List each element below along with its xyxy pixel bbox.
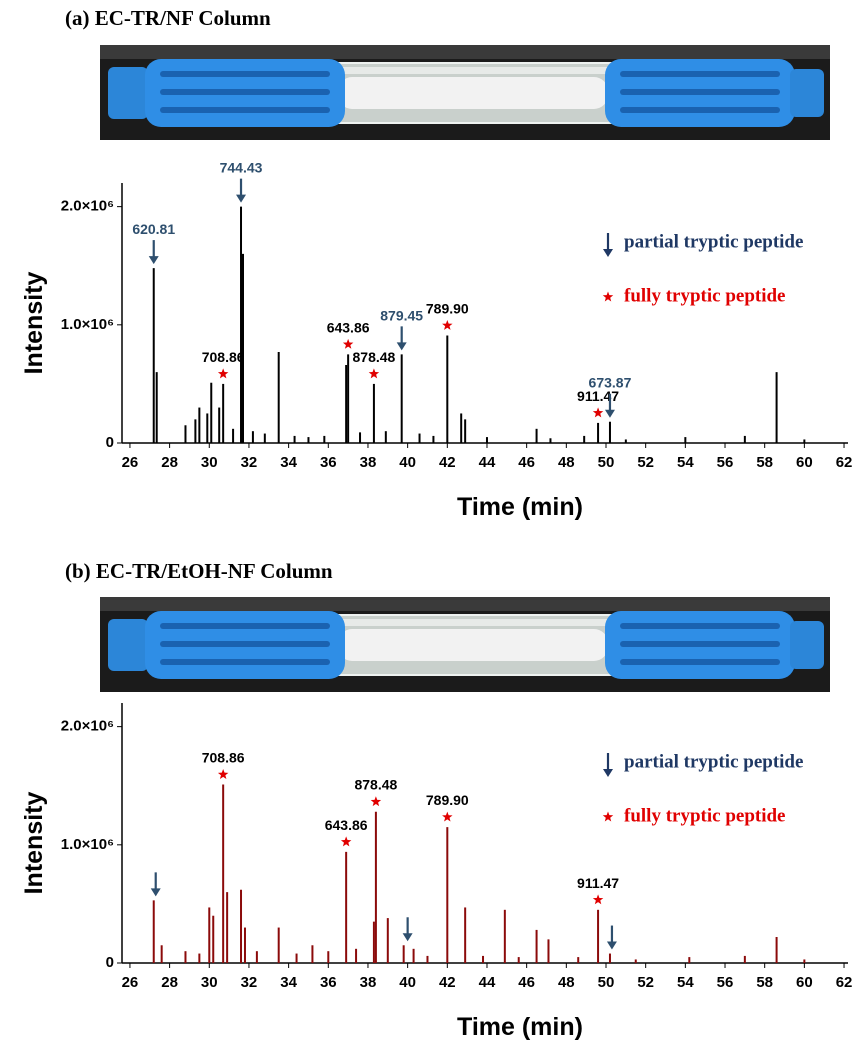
y-tick-label: 2.0×10⁶	[61, 198, 114, 215]
x-tick-label: 40	[399, 974, 416, 991]
y-tick-label: 0	[106, 434, 114, 451]
annotation-label: 879.45	[380, 307, 423, 323]
x-tick-label: 62	[836, 974, 853, 991]
y-tick-label: 1.0×10⁶	[61, 836, 114, 853]
x-tick-label: 50	[598, 454, 615, 471]
annotation-arrow	[604, 393, 615, 418]
legend-star	[602, 811, 614, 822]
annotation-label: 744.43	[220, 160, 263, 176]
x-tick-label: 58	[756, 974, 773, 991]
x-tick-label: 42	[439, 974, 456, 991]
x-tick-label: 26	[122, 454, 139, 471]
y-axis-label: Intensity	[20, 792, 48, 895]
legend-label: fully tryptic peptide	[624, 285, 786, 306]
annotation-star	[442, 319, 453, 330]
annotation-arrow	[402, 917, 413, 942]
annotation-star	[217, 368, 229, 379]
x-tick-label: 34	[280, 974, 297, 991]
annotation-arrow	[150, 872, 161, 897]
x-tick-label: 60	[796, 974, 813, 991]
y-axis-label: Intensity	[20, 272, 48, 375]
annotation-arrow	[236, 178, 247, 203]
x-tick-label: 52	[637, 454, 654, 471]
legend-label: partial tryptic peptide	[624, 231, 803, 252]
x-tick-label: 30	[201, 974, 218, 991]
annotation-label: 708.86	[202, 349, 245, 365]
x-tick-label: 52	[637, 974, 654, 991]
x-tick-label: 38	[360, 974, 377, 991]
x-tick-label: 62	[836, 454, 853, 471]
annotation-label: 620.81	[132, 221, 175, 237]
annotation-label: 878.48	[354, 777, 397, 793]
x-tick-label: 26	[122, 974, 139, 991]
x-tick-label: 50	[598, 974, 615, 991]
annotation-label: 708.86	[202, 750, 245, 766]
x-tick-label: 32	[241, 454, 258, 471]
x-tick-label: 56	[717, 974, 734, 991]
annotation-star	[442, 811, 453, 822]
annotation-star	[370, 796, 382, 807]
annotation-label: 789.90	[426, 792, 469, 808]
x-tick-label: 58	[756, 454, 773, 471]
annotation-label: 643.86	[327, 319, 370, 335]
x-tick-label: 56	[717, 454, 734, 471]
x-tick-label: 40	[399, 454, 416, 471]
panel-title: (a) EC-TR/NF Column	[65, 6, 271, 30]
legend-arrow	[603, 233, 613, 257]
x-tick-label: 28	[161, 974, 178, 991]
annotation-arrow	[148, 240, 159, 265]
x-tick-label: 46	[518, 974, 535, 991]
x-tick-label: 42	[439, 454, 456, 471]
column-photo	[99, 596, 831, 693]
annotation-star	[340, 836, 352, 847]
legend-label: partial tryptic peptide	[624, 751, 803, 772]
x-tick-label: 60	[796, 454, 813, 471]
x-tick-label: 34	[280, 454, 297, 471]
column-photo	[99, 44, 831, 141]
legend-star	[602, 291, 614, 302]
x-tick-label: 30	[201, 454, 218, 471]
x-tick-label: 36	[320, 454, 337, 471]
x-tick-label: 48	[558, 454, 575, 471]
annotation-label: 643.86	[325, 817, 368, 833]
y-tick-label: 2.0×10⁶	[61, 718, 114, 735]
annotation-label: 673.87	[589, 375, 632, 391]
x-tick-label: 38	[360, 454, 377, 471]
x-tick-label: 32	[241, 974, 258, 991]
x-axis-label: Time (min)	[457, 493, 583, 521]
x-tick-label: 54	[677, 454, 694, 471]
annotation-label: 911.47	[577, 388, 619, 404]
x-tick-label: 44	[479, 974, 496, 991]
y-tick-label: 1.0×10⁶	[61, 316, 114, 333]
annotation-star	[592, 894, 604, 905]
annotation-arrow	[396, 326, 407, 351]
annotation-star	[342, 338, 354, 349]
legend-arrow	[603, 753, 613, 777]
annotation-label: 911.47	[577, 875, 619, 891]
x-tick-label: 36	[320, 974, 337, 991]
y-tick-label: 0	[106, 954, 114, 971]
legend-label: fully tryptic peptide	[624, 805, 786, 826]
x-tick-label: 28	[161, 454, 178, 471]
annotation-star	[217, 769, 229, 779]
annotation-star	[592, 407, 604, 418]
panel-title: (b) EC-TR/EtOH-NF Column	[65, 559, 333, 583]
annotation-arrow	[606, 925, 617, 950]
x-tick-label: 48	[558, 974, 575, 991]
x-axis-label: Time (min)	[457, 1013, 583, 1041]
x-tick-label: 54	[677, 974, 694, 991]
annotation-label: 878.48	[353, 349, 396, 365]
x-tick-label: 44	[479, 454, 496, 471]
annotation-star	[368, 368, 380, 379]
annotation-label: 789.90	[426, 300, 469, 316]
x-tick-label: 46	[518, 454, 535, 471]
